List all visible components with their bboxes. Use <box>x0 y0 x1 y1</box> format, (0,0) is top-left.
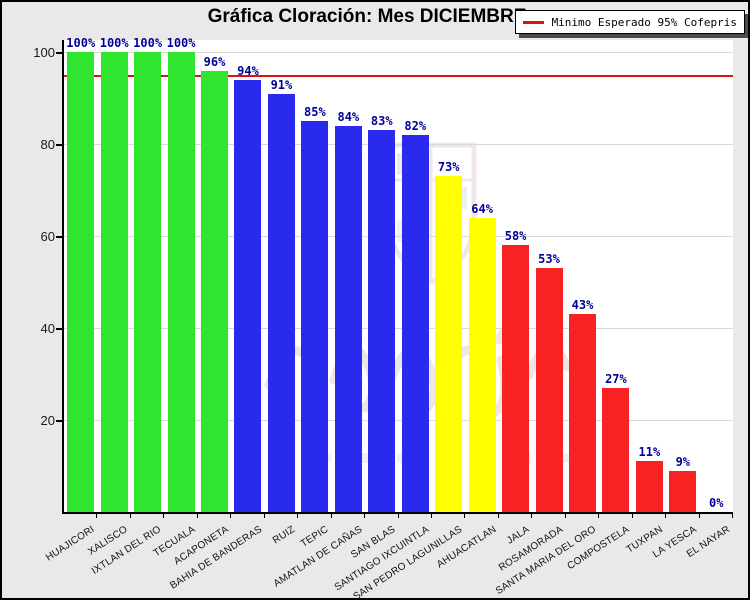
x-axis-tick-mark <box>598 514 600 518</box>
x-axis-tick-mark <box>464 514 466 518</box>
plot-area <box>62 40 733 514</box>
x-axis-tick-mark <box>129 514 131 518</box>
bar-santiago-ixcuintla <box>401 134 429 512</box>
bar-huajicori <box>67 52 95 512</box>
bar-value-label: 100% <box>166 36 196 51</box>
gridline-20 <box>64 420 733 422</box>
bar-value-label: 100% <box>133 36 163 51</box>
bar-jala <box>502 245 530 512</box>
x-axis-tick-mark <box>163 514 165 518</box>
y-axis-tick-mark <box>56 52 62 55</box>
gridline-100 <box>64 52 733 54</box>
bar-bahia-de-banderas <box>234 79 262 512</box>
x-axis-tick-mark <box>631 514 633 518</box>
gridline-80 <box>64 144 733 146</box>
bar-value-label: 85% <box>304 105 326 120</box>
bar-san-pedro-lagunillas <box>435 176 463 512</box>
x-axis-tick-mark <box>397 514 399 518</box>
gridline-60 <box>64 236 733 238</box>
x-axis-tick-mark <box>330 514 332 518</box>
bar-ahuacatlan <box>468 217 496 512</box>
bar-ruiz <box>267 93 295 512</box>
y-axis-tick-label: 100 <box>33 45 55 61</box>
x-axis-tick-mark <box>564 514 566 518</box>
x-axis-tick-mark <box>430 514 432 518</box>
x-axis-category-label: EL NAYAR <box>556 519 732 560</box>
bar-value-label: 43% <box>571 298 594 313</box>
bar-rosamorada <box>535 268 563 512</box>
y-axis-tick-mark <box>56 420 62 423</box>
bar-value-label: 91% <box>270 77 293 92</box>
x-axis-tick-mark <box>497 514 499 518</box>
gridline-40 <box>64 328 733 330</box>
bar-san-blas <box>368 130 396 512</box>
bar-xalisco <box>100 52 128 512</box>
x-axis-tick-mark <box>297 514 299 518</box>
y-axis-tick-label: 40 <box>40 321 55 337</box>
bar-ixtlan-del-rio <box>134 52 162 512</box>
x-axis-tick-mark <box>364 514 366 518</box>
bar-value-label: 53% <box>538 252 560 267</box>
bar-value-label: 11% <box>638 445 661 460</box>
bar-compostela <box>602 387 630 512</box>
x-axis-tick-mark <box>665 514 667 518</box>
bar-value-label: 27% <box>605 371 627 386</box>
x-axis-category-text: EL NAYAR <box>684 524 733 561</box>
x-axis-category-text: COMPOSTELA <box>565 524 632 573</box>
target-line-95pct <box>64 75 733 78</box>
bar-value-label: 83% <box>370 114 393 129</box>
bar-la-yesca <box>669 470 697 512</box>
bar-value-label: 64% <box>471 201 493 216</box>
bar-value-label: 96% <box>203 54 226 69</box>
x-axis-tick-mark <box>698 514 700 518</box>
x-axis-tick-mark <box>96 514 98 518</box>
y-axis-tick-label: 60 <box>40 229 55 245</box>
bar-value-label: 58% <box>504 229 527 244</box>
x-axis-tick-mark <box>230 514 232 518</box>
y-axis-tick-mark <box>56 236 62 239</box>
bar-tecuala <box>167 52 195 512</box>
bar-amatlan-de-cañas <box>334 125 362 512</box>
x-axis-tick-mark <box>732 514 733 518</box>
bar-tuxpan <box>635 461 663 512</box>
chart-title: Gráfica Cloración: Mes DICIEMBRE <box>207 6 527 27</box>
bar-value-label: 0% <box>709 496 724 510</box>
legend-line-swatch <box>522 20 544 24</box>
y-axis-tick-label: 20 <box>40 413 55 429</box>
x-axis-tick-mark <box>263 514 265 518</box>
y-axis-tick-label: 80 <box>40 137 55 153</box>
legend-box: Minimo Esperado 95% Cofepris <box>514 10 745 34</box>
bar-value-label: 82% <box>404 118 427 133</box>
bar-value-label: 84% <box>337 109 360 124</box>
y-axis-tick-mark <box>56 328 62 331</box>
bar-santa-maria-del-oro <box>568 314 596 512</box>
bar-value-label: 100% <box>99 36 129 51</box>
y-axis-tick-mark <box>56 144 62 147</box>
bar-value-label: 100% <box>66 36 96 51</box>
bar-value-label: 9% <box>675 454 691 469</box>
bar-value-label: 94% <box>237 63 259 78</box>
bar-tepic <box>301 121 329 512</box>
bar-value-label: 73% <box>437 160 460 175</box>
x-axis-tick-mark <box>531 514 533 518</box>
x-axis-tick-mark <box>196 514 198 518</box>
bar-acaponeta <box>201 70 229 512</box>
legend-label: Minimo Esperado 95% Cofepris <box>551 15 737 29</box>
